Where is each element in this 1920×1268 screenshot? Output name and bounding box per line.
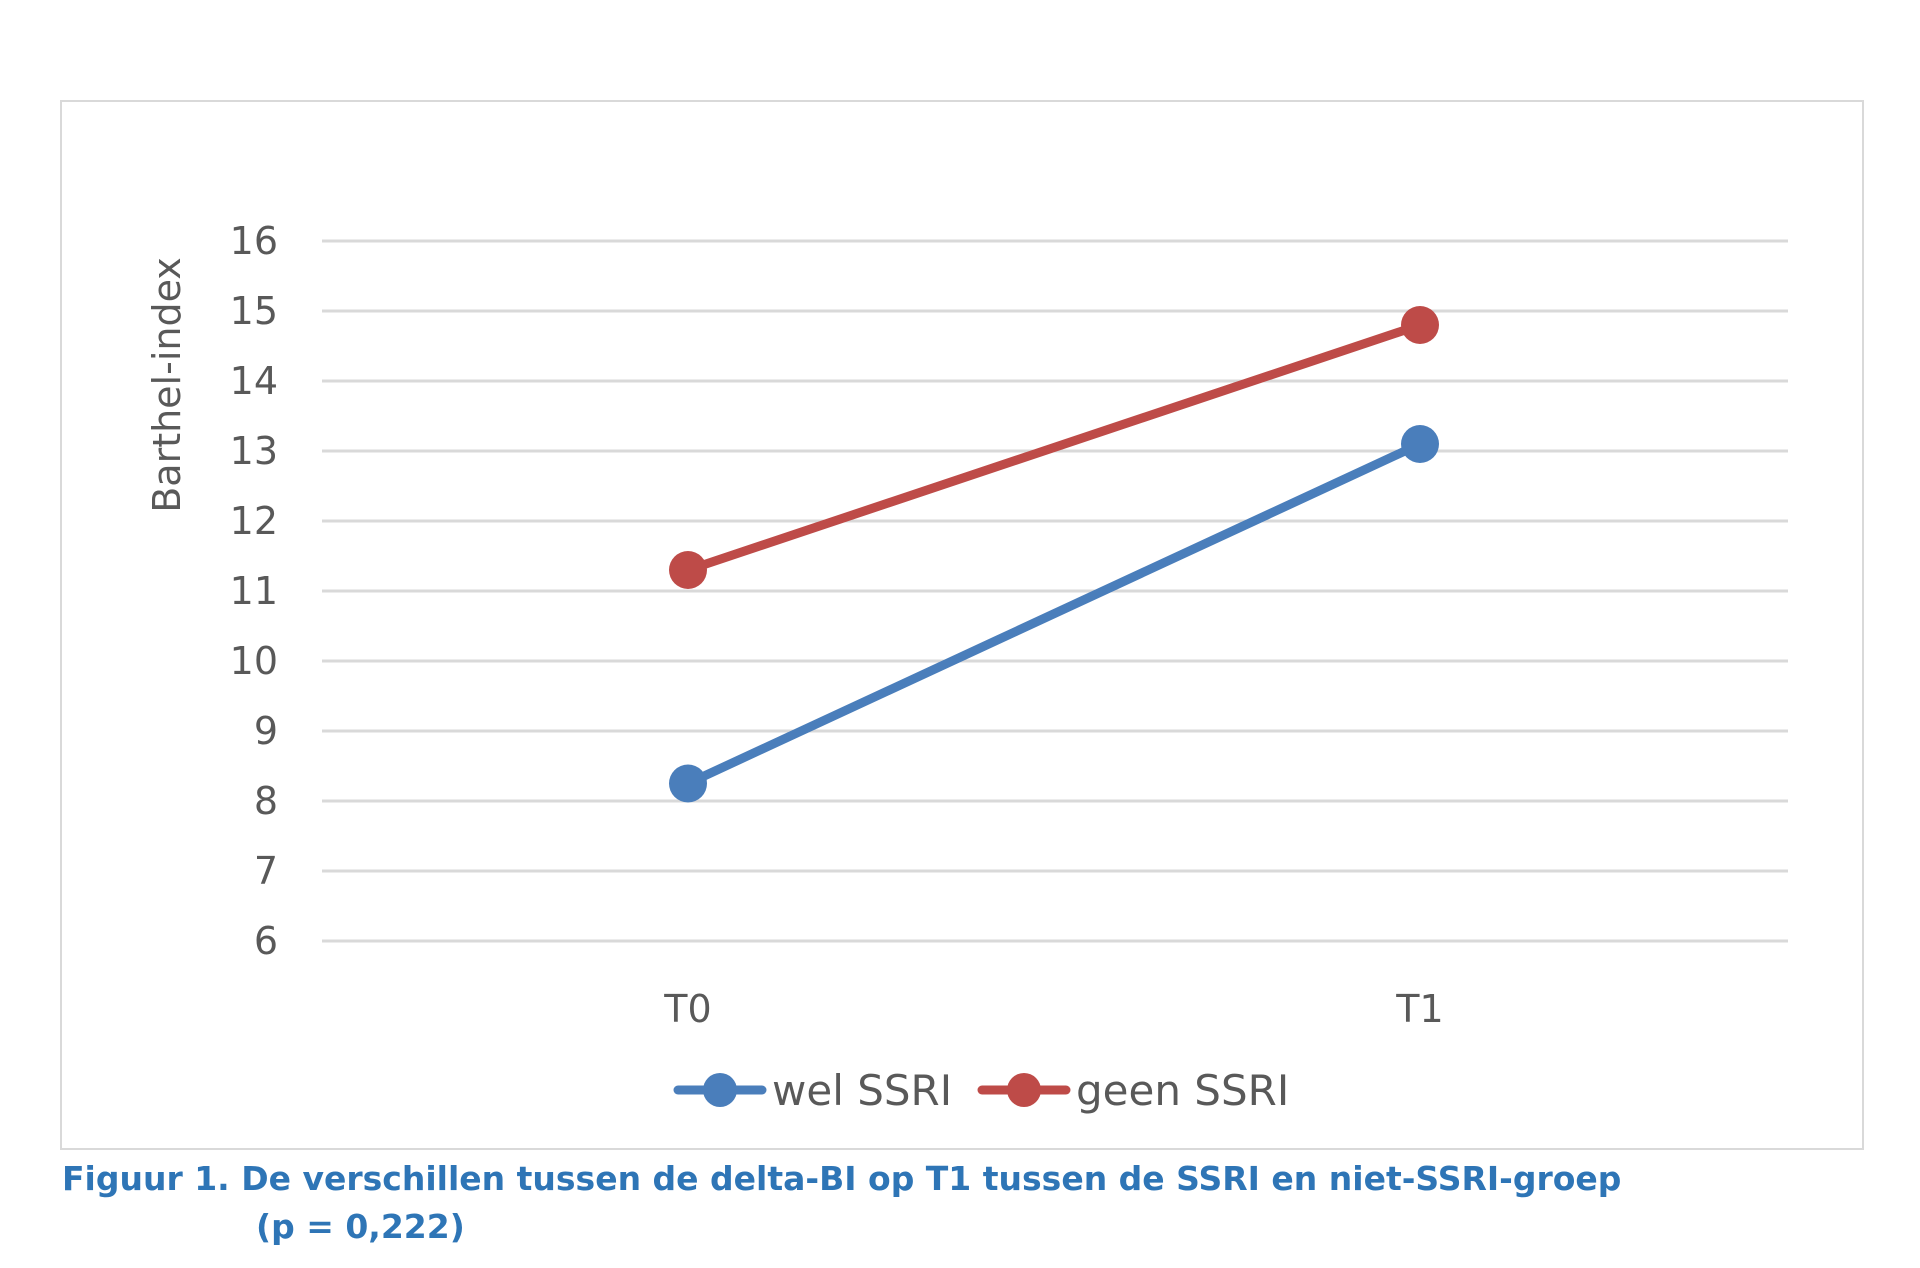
y-tick-label: 13 bbox=[230, 429, 278, 473]
y-tick-label: 14 bbox=[230, 359, 278, 403]
figure-caption: Figuur 1. De verschillen tussen de delta… bbox=[62, 1155, 1862, 1251]
series bbox=[669, 306, 1439, 803]
x-axis-ticks: T0 T1 bbox=[663, 987, 1443, 1031]
legend: wel SSRI geen SSRI bbox=[673, 1066, 1289, 1115]
legend-marker bbox=[703, 1073, 737, 1107]
legend-item: geen SSRI bbox=[977, 1066, 1289, 1115]
gridlines bbox=[322, 239, 1788, 943]
y-tick-label: 9 bbox=[254, 709, 278, 753]
y-tick-label: 8 bbox=[254, 779, 278, 823]
y-tick-label: 6 bbox=[254, 919, 278, 963]
caption-line-2: (p = 0,222) bbox=[256, 1207, 465, 1246]
x-tick-label: T0 bbox=[663, 987, 711, 1031]
y-tick-label: 11 bbox=[230, 569, 278, 613]
series-1 bbox=[669, 425, 1439, 803]
legend-label: wel SSRI bbox=[772, 1066, 952, 1115]
y-axis-title: Barthel-index bbox=[145, 257, 189, 513]
series-line bbox=[683, 439, 1425, 788]
legend-item: wel SSRI bbox=[673, 1066, 952, 1115]
series-2 bbox=[669, 306, 1439, 589]
legend-marker bbox=[1007, 1073, 1041, 1107]
caption-line-1: Figuur 1. De verschillen tussen de delta… bbox=[62, 1159, 1622, 1198]
y-tick-label: 12 bbox=[230, 499, 278, 543]
data-point bbox=[669, 764, 707, 803]
series-line bbox=[683, 320, 1425, 575]
y-tick-label: 10 bbox=[230, 639, 278, 683]
y-tick-label: 7 bbox=[254, 849, 278, 893]
data-point bbox=[669, 551, 707, 589]
legend-label: geen SSRI bbox=[1076, 1066, 1289, 1115]
y-tick-label: 16 bbox=[230, 219, 278, 263]
x-tick-label: T1 bbox=[1395, 987, 1443, 1031]
data-point bbox=[1401, 306, 1439, 344]
y-tick-label: 15 bbox=[230, 289, 278, 333]
y-axis-ticks: 6 7 8 9 10 11 12 13 14 15 16 bbox=[230, 219, 278, 963]
data-point bbox=[1401, 425, 1439, 463]
chart-frame bbox=[60, 100, 1864, 1150]
